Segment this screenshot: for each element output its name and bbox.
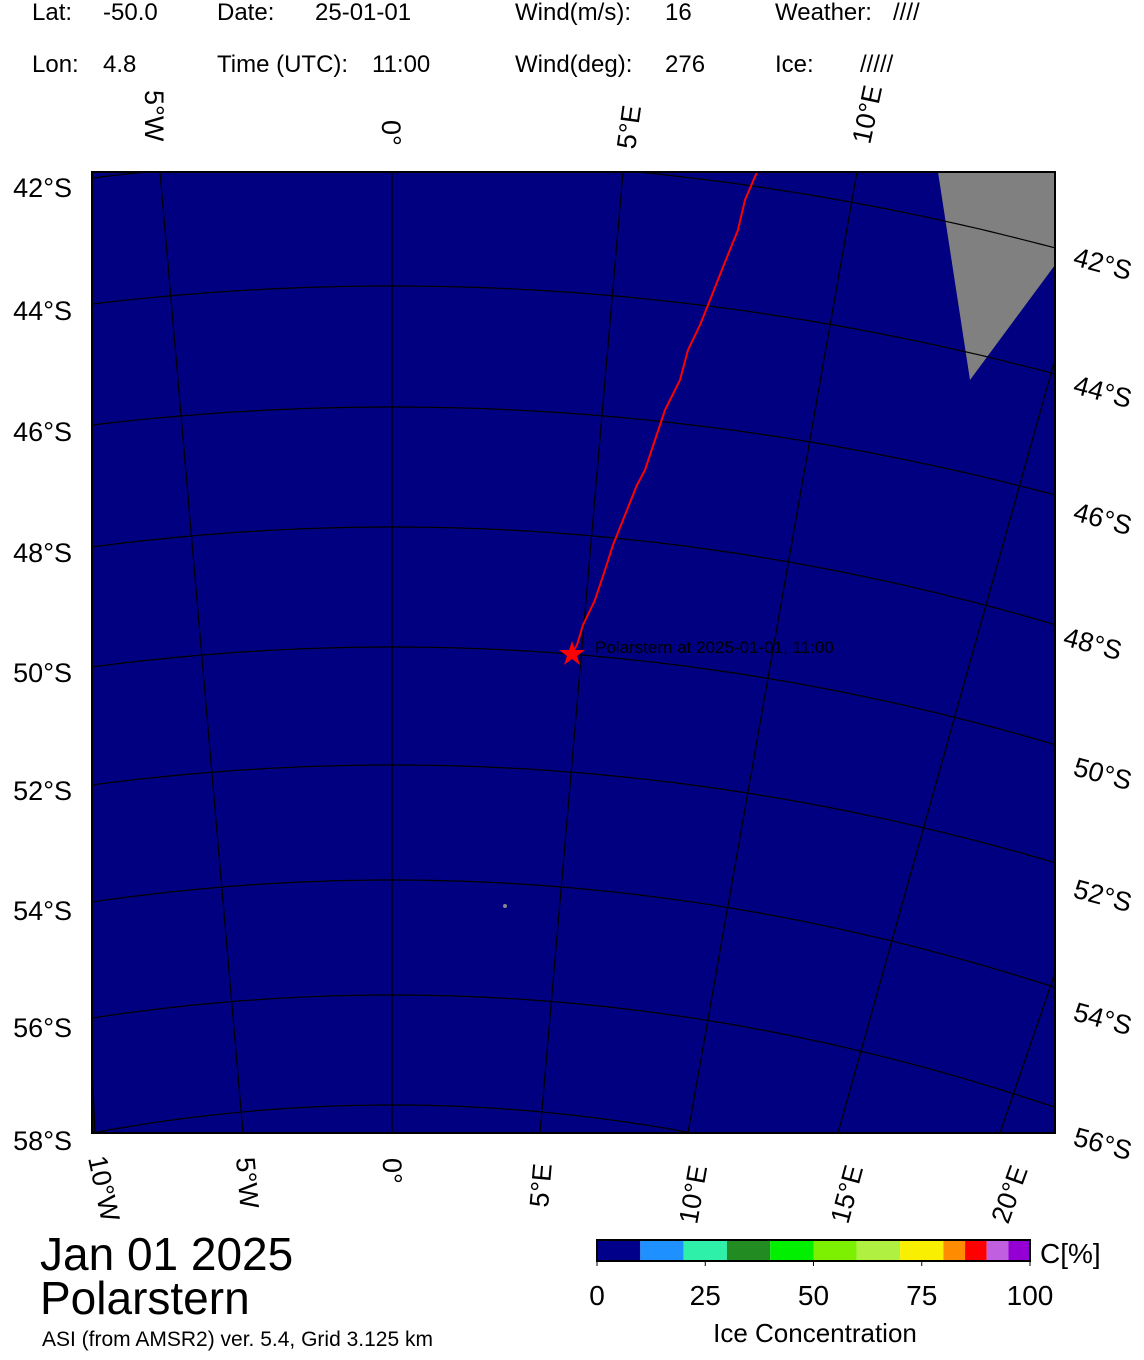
date-label: Date:: [217, 0, 274, 26]
colorbar-segment: [856, 1240, 901, 1261]
lat-label-left: 52°S: [13, 776, 72, 806]
colorbar-segment: [770, 1240, 814, 1261]
footer-date: Jan 01 2025: [40, 1228, 293, 1280]
lat-label-left: 54°S: [13, 896, 72, 926]
wind-dir-label: Wind(deg):: [515, 51, 632, 78]
lon-label: Lon:: [32, 51, 79, 78]
meridian: [999, 970, 1055, 1133]
colorbar-tick-label: 100: [1007, 1280, 1054, 1311]
colorbar-segment: [813, 1240, 857, 1261]
time-label: Time (UTC):: [217, 51, 348, 78]
lat-label-left: 58°S: [13, 1126, 72, 1156]
parallel: [92, 1104, 696, 1133]
colorbar-tick-label: 75: [906, 1280, 937, 1311]
meridian: [159, 172, 244, 1133]
lon-value: 4.8: [103, 51, 136, 78]
footer-ship: Polarstern: [40, 1272, 250, 1324]
land-dot: [503, 904, 507, 908]
weather-label: Weather:: [775, 0, 872, 26]
parallel: [92, 994, 1055, 1108]
colorbar-segment: [900, 1240, 944, 1261]
wind-speed-value: 16: [665, 0, 692, 26]
colorbar-segment: [597, 1240, 641, 1261]
parallel: [92, 879, 1055, 989]
position-annotation: Polarstern at 2025-01-01, 11:00: [595, 638, 834, 657]
graticule: [92, 172, 1055, 1133]
lat-label-left: 42°S: [13, 173, 72, 203]
time-value: 11:00: [372, 51, 430, 78]
ship-position: [559, 641, 585, 665]
meridian: [687, 172, 858, 1133]
colorbar-segment: [986, 1240, 1009, 1261]
colorbar-segment: [726, 1240, 771, 1261]
lat-label-left: 56°S: [13, 1013, 72, 1043]
wind-dir-value: 276: [665, 51, 705, 78]
lon-label-top: 5°E: [611, 103, 647, 151]
colorbar-segment: [965, 1240, 987, 1261]
colorbar: 0 25 50 75 100: [589, 1239, 1054, 1311]
lon-label-bottom: 20°E: [985, 1161, 1033, 1227]
lon-label-top: 0°: [376, 120, 406, 146]
colorbar-segment: [1008, 1240, 1030, 1261]
lat-label-right: 52°S: [1070, 874, 1135, 918]
weather-value: ////: [893, 0, 920, 26]
lat-label-right: 44°S: [1070, 370, 1135, 414]
colorbar-tick-label: 0: [589, 1280, 605, 1311]
date-value: 25-01-01: [315, 0, 411, 26]
lat-label-right: 56°S: [1070, 1122, 1135, 1166]
meridian: [837, 356, 1055, 1133]
lat-label: Lat:: [32, 0, 72, 26]
lat-label-left: 50°S: [13, 658, 72, 688]
lat-label-right: 54°S: [1070, 997, 1135, 1041]
lon-label-bottom: 0°: [377, 1158, 407, 1184]
wind-speed-label: Wind(m/s):: [515, 0, 631, 26]
colorbar-segment: [640, 1240, 684, 1261]
parallel: [92, 764, 1055, 864]
colorbar-unit: C[%]: [1040, 1238, 1101, 1269]
lat-label-left: 48°S: [13, 538, 72, 568]
colorbar-segment: [943, 1240, 966, 1261]
footer-source: ASI (from AMSR2) ver. 5.4, Grid 3.125 km: [42, 1328, 433, 1351]
lat-value: -50.0: [103, 0, 158, 26]
parallel: [92, 285, 1055, 375]
colorbar-tick-label: 50: [798, 1280, 829, 1311]
parallel: [92, 172, 1055, 249]
lat-label-right: 48°S: [1060, 622, 1125, 666]
lon-label-bottom: 5°W: [230, 1156, 264, 1210]
lat-label-right: 50°S: [1070, 752, 1135, 796]
lat-label-right: 46°S: [1070, 497, 1135, 541]
ice-value: /////: [860, 51, 894, 78]
parallel: [92, 406, 1055, 496]
map-frame: [91, 171, 1056, 1134]
ship-track: [571, 172, 758, 654]
lon-label-bottom: 5°E: [524, 1162, 558, 1208]
lat-label-left: 46°S: [13, 417, 72, 447]
colorbar-label: Ice Concentration: [713, 1318, 917, 1348]
lon-label-bottom: 15°E: [825, 1162, 869, 1227]
lon-label-bottom: 10°W: [82, 1153, 125, 1225]
ice-label: Ice:: [775, 51, 814, 78]
lon-label-top: 10°E: [847, 82, 889, 146]
land-mask: [938, 172, 1055, 380]
lon-label-bottom: 10°E: [673, 1163, 713, 1226]
colorbar-segment: [683, 1240, 727, 1261]
lat-label-left: 44°S: [13, 296, 72, 326]
colorbar-tick-label: 25: [690, 1280, 721, 1311]
parallel: [92, 526, 1055, 626]
lat-label-right: 42°S: [1070, 242, 1135, 286]
lon-label-top: 5°W: [139, 90, 169, 142]
